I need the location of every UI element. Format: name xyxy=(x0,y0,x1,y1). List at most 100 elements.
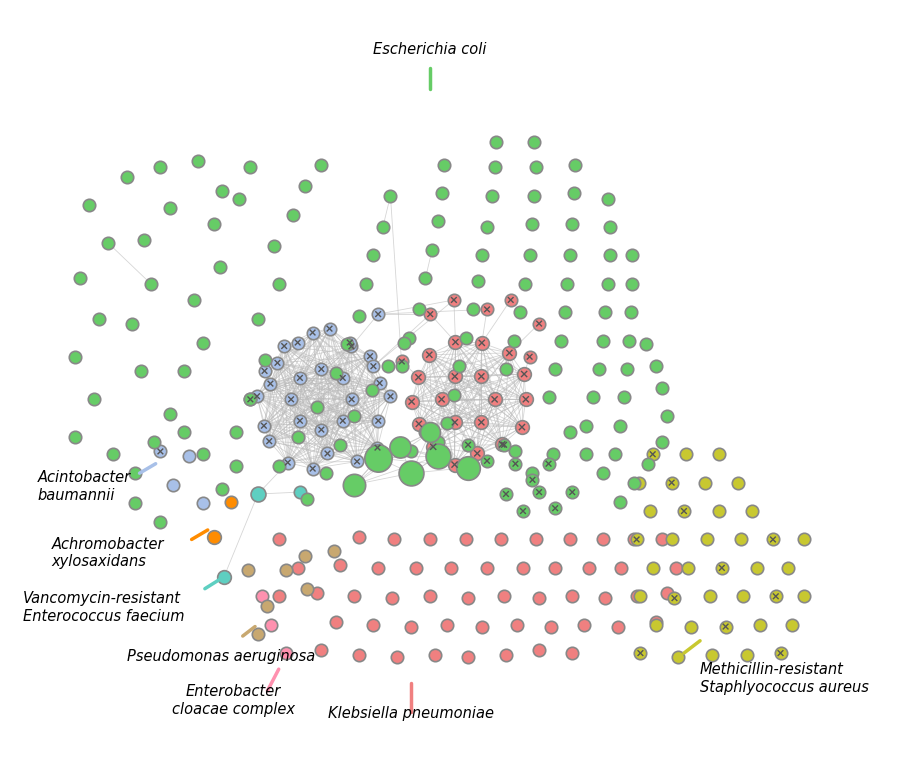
Point xyxy=(371,308,385,320)
Point xyxy=(664,533,679,546)
Point xyxy=(603,221,617,233)
Point xyxy=(402,332,417,344)
Point xyxy=(291,562,305,574)
Point xyxy=(423,426,437,439)
Point xyxy=(411,371,426,384)
Point xyxy=(120,170,134,183)
Point xyxy=(327,545,341,557)
Point xyxy=(554,335,568,347)
Point xyxy=(529,161,544,174)
Point xyxy=(446,388,461,401)
Point xyxy=(601,192,616,205)
Point xyxy=(344,340,358,353)
Point xyxy=(291,431,305,443)
Point xyxy=(243,393,257,405)
Point xyxy=(300,493,314,505)
Point xyxy=(366,618,381,631)
Point xyxy=(423,308,437,320)
Point xyxy=(333,439,347,451)
Point xyxy=(631,477,645,489)
Point xyxy=(144,277,158,290)
Point xyxy=(655,533,670,546)
Point xyxy=(292,372,307,384)
Point xyxy=(279,647,293,660)
Point xyxy=(648,615,662,628)
Point xyxy=(418,272,433,284)
Point xyxy=(366,360,381,373)
Point xyxy=(785,618,799,631)
Point xyxy=(87,393,102,405)
Point xyxy=(548,502,562,515)
Point xyxy=(461,439,475,451)
Point xyxy=(667,592,681,604)
Point xyxy=(608,448,622,460)
Point xyxy=(542,391,556,404)
Point xyxy=(671,651,686,663)
Point xyxy=(680,562,695,574)
Point xyxy=(745,505,760,517)
Point xyxy=(461,651,475,663)
Point xyxy=(580,419,594,432)
Point xyxy=(526,218,540,230)
Point xyxy=(567,187,581,199)
Point xyxy=(298,180,312,192)
Point xyxy=(705,649,719,661)
Point xyxy=(740,649,754,661)
Point xyxy=(698,477,712,489)
Point xyxy=(284,393,298,405)
Point xyxy=(510,618,525,631)
Point xyxy=(163,408,177,420)
Point xyxy=(643,505,657,517)
Point xyxy=(207,218,221,230)
Point xyxy=(446,294,461,306)
Point xyxy=(544,620,559,632)
Point xyxy=(423,590,437,602)
Point xyxy=(263,377,277,390)
Point xyxy=(328,615,343,628)
Point xyxy=(404,445,419,457)
Point xyxy=(320,447,335,460)
Point xyxy=(134,365,148,377)
Point xyxy=(513,306,527,319)
Point xyxy=(232,192,247,205)
Point xyxy=(595,335,609,347)
Point xyxy=(292,486,307,498)
Point xyxy=(352,310,366,322)
Point xyxy=(624,306,638,319)
Point xyxy=(526,467,540,480)
Point xyxy=(125,318,140,330)
Point xyxy=(153,445,167,457)
Point xyxy=(381,360,395,373)
Point xyxy=(617,391,632,404)
Point xyxy=(718,620,733,632)
Point xyxy=(390,651,404,663)
Point xyxy=(430,450,445,463)
Point xyxy=(73,272,87,284)
Point xyxy=(404,467,419,480)
Point xyxy=(305,463,320,475)
Point xyxy=(516,505,530,517)
Point xyxy=(255,590,269,602)
Point xyxy=(68,431,83,443)
Point xyxy=(257,365,272,377)
Point xyxy=(243,393,257,405)
Point xyxy=(385,592,400,604)
Point xyxy=(314,644,328,656)
Point xyxy=(773,647,788,660)
Point xyxy=(508,457,523,470)
Text: Klebsiella pneumoniae: Klebsiella pneumoniae xyxy=(328,706,494,722)
Point xyxy=(92,312,106,325)
Point xyxy=(516,562,530,574)
Point xyxy=(314,158,328,170)
Point xyxy=(166,478,180,491)
Point xyxy=(310,401,324,413)
Point xyxy=(639,338,653,350)
Point xyxy=(561,277,575,290)
Point xyxy=(397,336,411,349)
Point xyxy=(769,590,783,602)
Point xyxy=(281,456,295,469)
Point xyxy=(425,243,439,256)
Point xyxy=(435,393,449,405)
Point xyxy=(291,336,305,349)
Point xyxy=(591,363,606,375)
